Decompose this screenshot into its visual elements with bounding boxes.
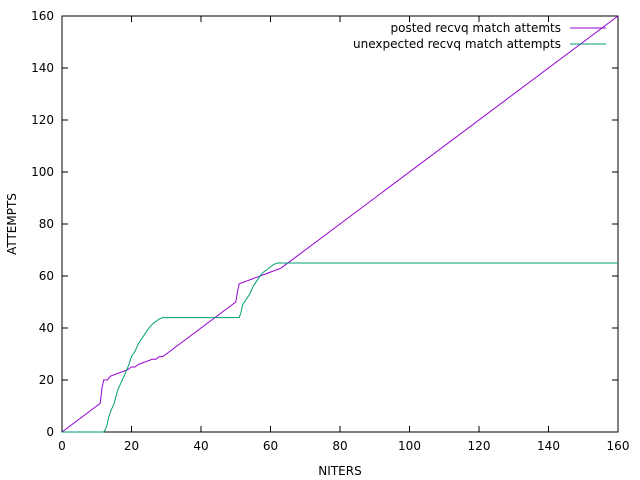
- x-tick-label: 140: [537, 439, 560, 453]
- y-tick-label: 100: [31, 165, 54, 179]
- x-axis-label: NITERS: [318, 464, 361, 478]
- y-tick-label: 80: [39, 217, 54, 231]
- x-tick-label: 100: [398, 439, 421, 453]
- x-tick-label: 160: [607, 439, 630, 453]
- x-tick-label: 40: [193, 439, 208, 453]
- y-tick-label: 140: [31, 61, 54, 75]
- x-tick-label: 120: [468, 439, 491, 453]
- x-tick-label: 80: [332, 439, 347, 453]
- series-lines: [61, 15, 619, 433]
- axis-ticks: [61, 15, 619, 433]
- legend-label-1: posted recvq match attemts: [391, 21, 561, 35]
- series-line-1: [61, 15, 619, 433]
- y-axis-label: ATTEMPTS: [5, 193, 19, 255]
- y-tick-label: 120: [31, 113, 54, 127]
- legend-label-2: unexpected recvq match attempts: [353, 37, 561, 51]
- y-tick-label: 60: [39, 269, 54, 283]
- tick-labels: 0 20 40 60 80 100 120 140 160 0 20 40 60 80 100 120 140 1…: [31, 9, 629, 453]
- legend: posted recvq match attemts unexpected rec…: [353, 21, 606, 51]
- y-tick-label: 40: [39, 321, 54, 335]
- series-line-2: [62, 262, 618, 433]
- x-tick-label: 60: [263, 439, 278, 453]
- x-tick-label: 20: [124, 439, 139, 453]
- y-tick-label: 160: [31, 9, 54, 23]
- y-tick-label: 20: [39, 373, 54, 387]
- x-tick-label: 0: [58, 439, 66, 453]
- y-tick-label: 0: [46, 425, 54, 439]
